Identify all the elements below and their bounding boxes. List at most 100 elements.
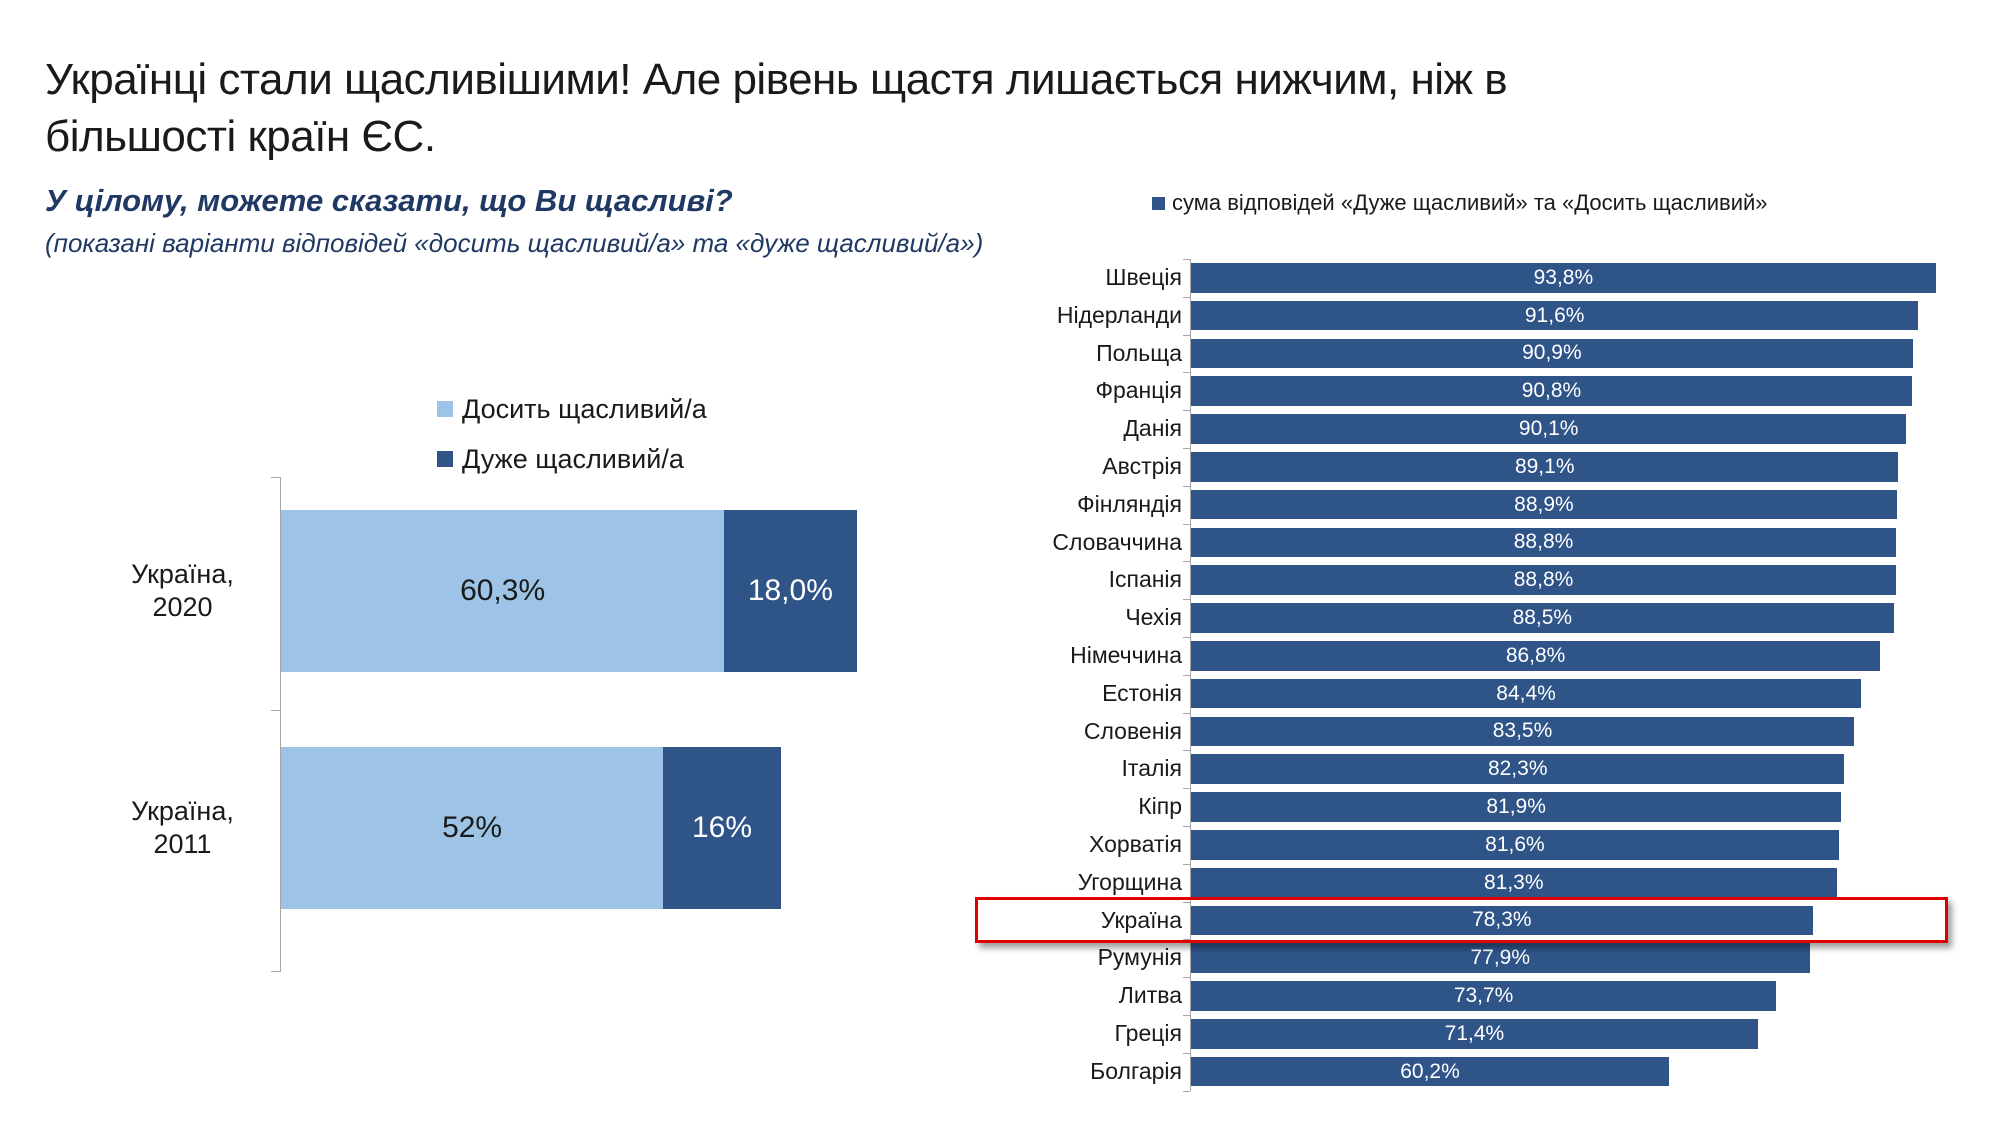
axis-tick <box>1183 448 1190 449</box>
bar-segment-fairly-happy: 52% <box>281 747 664 909</box>
country-bar: 81,3% <box>1191 867 1837 898</box>
axis-tick <box>1183 599 1190 601</box>
axis-tick <box>1183 1015 1190 1016</box>
axis-tick <box>271 971 280 972</box>
bar-segment-very-happy: 18,0% <box>724 510 857 672</box>
axis-tick <box>1183 826 1190 827</box>
axis-tick <box>1183 901 1190 903</box>
value-label: 52% <box>442 811 503 844</box>
value-label: 82,3% <box>1487 757 1548 781</box>
country-bar: 82,3% <box>1191 754 1845 784</box>
country-bar: 60,2% <box>1191 1056 1669 1087</box>
country-bar: 78,3% <box>1191 905 1813 936</box>
axis-tick <box>1183 296 1190 298</box>
value-label: 88,5% <box>1512 605 1573 629</box>
country-label: Словенія <box>1083 717 1182 744</box>
value-label: 91,6% <box>1524 303 1585 327</box>
country-bar: 88,8% <box>1191 565 1897 595</box>
country-bar: 77,9% <box>1191 943 1810 973</box>
value-label: 84,4% <box>1496 681 1556 705</box>
value-label: 83,5% <box>1492 719 1553 743</box>
country-bar: 88,9% <box>1191 489 1897 520</box>
axis-tick <box>1183 674 1190 676</box>
axis-tick <box>1183 259 1190 260</box>
legend-item-fairly-happy: Досить щасливий/а <box>437 393 707 425</box>
left-chart-legend: Досить щасливий/а Дуже щасливий/а <box>437 393 707 493</box>
country-label: Словаччина <box>1052 528 1182 555</box>
axis-tick <box>1183 750 1190 752</box>
value-label: 16% <box>691 811 752 844</box>
slide-title: Українці стали щасливішими! Але рівень щ… <box>45 51 1508 165</box>
country-bar: 90,9% <box>1191 338 1913 369</box>
value-label: 60,2% <box>1400 1059 1460 1083</box>
country-label: Італія <box>1121 755 1182 782</box>
value-label: 81,9% <box>1486 794 1546 818</box>
axis-tick <box>1183 561 1190 563</box>
country-label: Швеція <box>1105 264 1182 290</box>
y-axis-line <box>280 477 281 972</box>
country-bar: 90,1% <box>1191 414 1907 444</box>
country-label: Данія <box>1123 415 1182 442</box>
country-bar: 88,8% <box>1191 527 1897 558</box>
slide-title-line1: Українці стали щасливішими! Але рівень щ… <box>45 55 1508 105</box>
value-label: 60,3% <box>460 574 546 607</box>
bar-segment-very-happy: 16% <box>663 747 781 909</box>
legend-swatch-light-blue-icon <box>437 401 453 417</box>
category-label: Україна, 2020 <box>131 559 234 622</box>
value-label: 73,7% <box>1453 983 1514 1007</box>
axis-tick <box>271 477 280 478</box>
value-label: 89,1% <box>1514 454 1575 478</box>
value-label: 88,8% <box>1513 530 1574 554</box>
axis-tick <box>1183 712 1190 714</box>
value-label: 18,0% <box>747 574 833 607</box>
country-label: Україна <box>1100 906 1182 933</box>
country-bar: 84,4% <box>1191 678 1862 709</box>
country-label: Франція <box>1095 377 1182 404</box>
country-bar: 73,7% <box>1191 981 1777 1011</box>
left-chart-note: (показані варіанти відповідей «досить ща… <box>45 228 984 258</box>
country-bar: 93,8% <box>1191 263 1936 293</box>
country-bar: 83,5% <box>1191 716 1854 747</box>
axis-tick <box>1183 939 1190 941</box>
legend-swatch-dark-blue-icon <box>437 451 453 467</box>
axis-tick <box>1183 788 1190 790</box>
country-bar: 86,8% <box>1191 641 1881 671</box>
axis-tick <box>1183 637 1190 638</box>
value-label: 81,6% <box>1485 832 1545 856</box>
country-label: Греція <box>1114 1020 1182 1046</box>
category-label: Україна, 2011 <box>131 796 234 859</box>
axis-tick <box>1183 372 1190 374</box>
axis-tick <box>1183 863 1190 865</box>
ukraine-highlight-box <box>975 897 1948 943</box>
country-label: Румунія <box>1097 944 1182 971</box>
country-label: Угорщина <box>1077 868 1182 895</box>
value-label: 86,8% <box>1505 643 1566 667</box>
country-label: Польща <box>1096 339 1182 366</box>
country-label: Чехія <box>1125 604 1182 631</box>
country-label: Фінляндія <box>1077 490 1182 517</box>
value-label: 88,9% <box>1514 492 1574 516</box>
value-label: 90,1% <box>1518 416 1579 440</box>
right-chart-legend: сума відповідей «Дуже щасливий» та «Доси… <box>1152 190 1768 216</box>
country-label: Естонія <box>1102 679 1182 706</box>
legend-label-fairly-happy: Досить щасливий/а <box>462 393 707 424</box>
value-label: 77,9% <box>1470 946 1531 970</box>
country-bar: 90,8% <box>1191 376 1912 406</box>
value-label: 88,8% <box>1513 568 1574 592</box>
country-label: Австрія <box>1102 453 1182 479</box>
country-bar: 88,5% <box>1191 603 1894 633</box>
country-bar: 91,6% <box>1191 300 1919 331</box>
country-label: Хорватія <box>1088 831 1182 857</box>
axis-tick <box>1183 410 1190 412</box>
legend-label-very-happy: Дуже щасливий/а <box>462 443 684 474</box>
value-label: 93,8% <box>1533 265 1594 289</box>
country-bar: 81,6% <box>1191 830 1839 860</box>
country-label: Нідерланди <box>1056 301 1182 328</box>
right-legend-label: сума відповідей «Дуже щасливий» та «Доси… <box>1172 190 1768 215</box>
value-label: 71,4% <box>1444 1021 1505 1045</box>
country-bar: 81,9% <box>1191 792 1842 822</box>
